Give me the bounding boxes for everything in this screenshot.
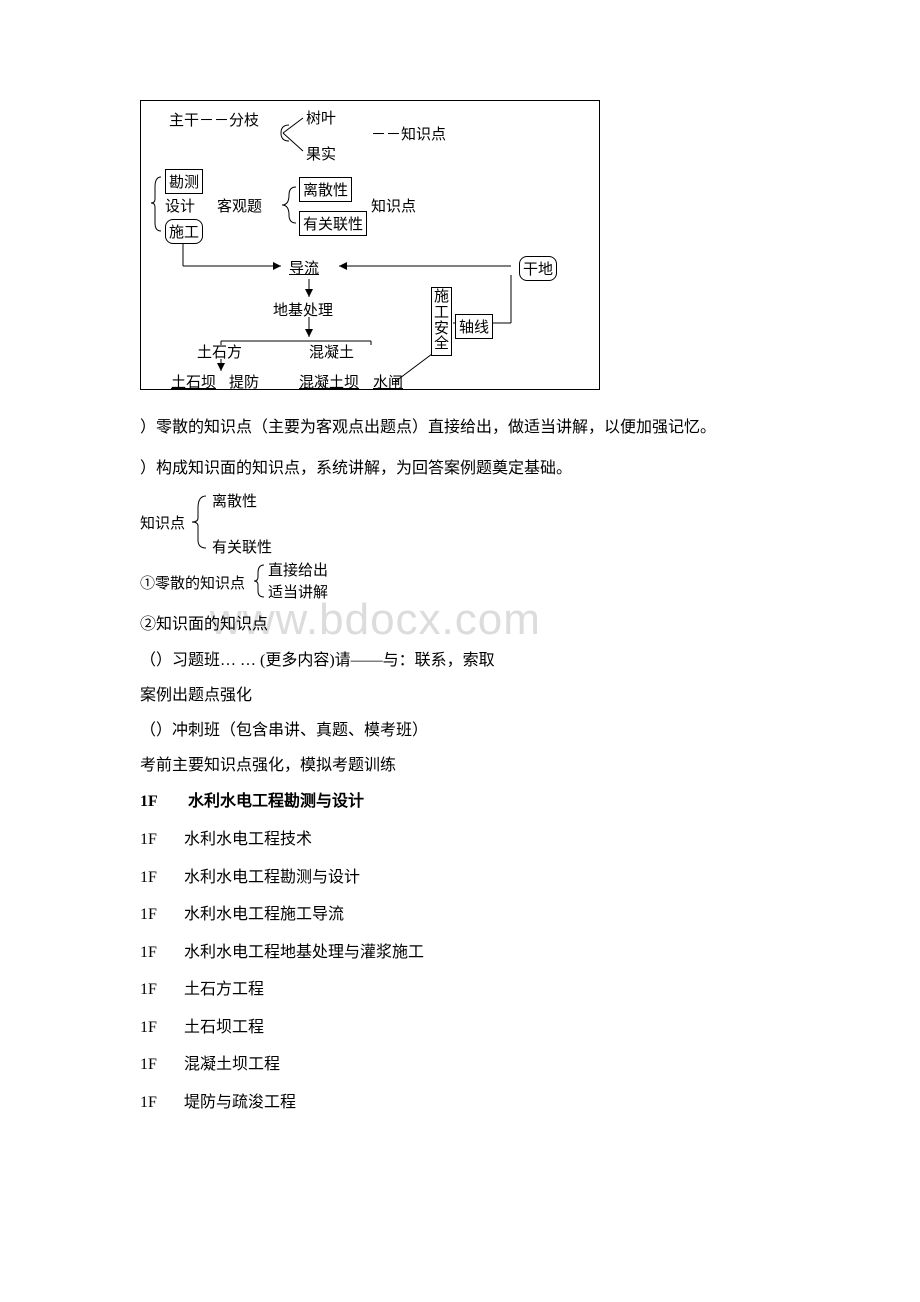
- diagram-text: 树叶: [306, 107, 336, 128]
- list-item: 1F堤防与疏浚工程: [140, 1084, 780, 1122]
- list-item: 1F土石方工程: [140, 971, 780, 1009]
- option: 离散性: [212, 490, 257, 511]
- paragraph-text: ）零散的知识点（主要为客观点出题点）直接给出，做适当讲解，以便加强记忆。: [140, 419, 716, 436]
- diagram-text: 土石方: [197, 341, 242, 362]
- label: 知识点: [140, 512, 185, 533]
- diagram-text: 土石坝: [171, 371, 216, 392]
- heading-text: 水利水电工程勘测与设计: [188, 793, 364, 810]
- code: 1F: [140, 896, 184, 934]
- diagram-text: 导流: [289, 257, 319, 278]
- diagram-text: 设计: [165, 195, 195, 216]
- diagram-text: 客观题: [217, 195, 262, 216]
- diagram-text: 提防: [229, 371, 259, 392]
- text: 土石坝工程: [184, 1019, 264, 1036]
- code: 1F: [140, 934, 184, 972]
- main-diagram: 主干－－分枝 树叶 －－知识点 果实 勘测 设计 客观题 离散性 知识点 有关联…: [140, 100, 600, 390]
- paragraph: ）构成知识面的知识点，系统讲解，为回答案例题奠定基础。: [140, 451, 780, 486]
- body-content: ）零散的知识点（主要为客观点出题点）直接给出，做适当讲解，以便加强记忆。 ）构成…: [100, 410, 780, 1122]
- list-item: 1F水利水电工程勘测与设计: [140, 859, 780, 897]
- brace-diagram-1: 知识点 离散性 有关联性: [140, 490, 780, 555]
- line: ②知识面的知识点: [140, 607, 780, 642]
- code: 1F: [140, 1084, 184, 1122]
- char: 工: [434, 305, 449, 321]
- diagram-text: －－知识点: [371, 123, 446, 144]
- text: 水利水电工程地基处理与灌浆施工: [184, 944, 424, 961]
- option: 适当讲解: [268, 581, 328, 602]
- diagram-text: 混凝土: [309, 341, 354, 362]
- diagram-text: 轴线: [455, 314, 493, 339]
- option: 有关联性: [212, 536, 272, 557]
- diagram-text: 地基处理: [273, 299, 333, 320]
- list-item: 1F土石坝工程: [140, 1009, 780, 1047]
- list-item: 1F水利水电工程施工导流: [140, 896, 780, 934]
- diagram-text: 果实: [306, 143, 336, 164]
- code: 1F: [140, 1009, 184, 1047]
- code: 1F: [140, 859, 184, 897]
- list-item: 1F水利水电工程技术: [140, 821, 780, 859]
- code: 1F: [140, 821, 184, 859]
- paragraph-text: ）构成知识面的知识点，系统讲解，为回答案例题奠定基础。: [140, 460, 572, 477]
- section-heading: 1F 水利水电工程勘测与设计: [140, 783, 780, 821]
- text: 水利水电工程勘测与设计: [184, 869, 360, 886]
- text: 土石方工程: [184, 981, 264, 998]
- char: 安: [434, 321, 449, 337]
- heading-code: 1F: [140, 783, 184, 821]
- text: 水利水电工程施工导流: [184, 906, 344, 923]
- line: （）习题班… … (更多内容)请——与：联系，索取: [140, 643, 780, 678]
- diagram-text: 离散性: [299, 177, 352, 202]
- diagram-text: 干地: [519, 256, 557, 281]
- diagram-text: 混凝土坝: [299, 371, 359, 392]
- brace-diagram-2: ①零散的知识点 直接给出 适当讲解: [140, 561, 780, 601]
- char: 全: [434, 336, 449, 352]
- diagram-text: 主干－－分枝: [169, 109, 259, 130]
- diagram-text: 水闸: [373, 371, 403, 392]
- text: 堤防与疏浚工程: [184, 1094, 296, 1111]
- diagram-text: 勘测: [165, 169, 203, 194]
- paragraph: ）零散的知识点（主要为客观点出题点）直接给出，做适当讲解，以便加强记忆。: [140, 410, 780, 445]
- list-item: 1F水利水电工程地基处理与灌浆施工: [140, 934, 780, 972]
- code: 1F: [140, 1046, 184, 1084]
- text: 混凝土坝工程: [184, 1056, 280, 1073]
- line: 案例出题点强化: [140, 678, 780, 713]
- diagram-text: 施 工 安 全: [431, 287, 452, 356]
- option: 直接给出: [268, 559, 328, 580]
- diagram-text: 知识点: [371, 195, 416, 216]
- char: 施: [434, 289, 449, 305]
- line: （）冲刺班（包含串讲、真题、模考班）: [140, 713, 780, 748]
- line: 考前主要知识点强化，模拟考题训练: [140, 748, 780, 783]
- text: 水利水电工程技术: [184, 831, 312, 848]
- diagram-text: 施工: [165, 219, 203, 244]
- code: 1F: [140, 971, 184, 1009]
- diagram-text: 有关联性: [299, 211, 367, 236]
- list-item: 1F混凝土坝工程: [140, 1046, 780, 1084]
- label: ①零散的知识点: [140, 572, 245, 593]
